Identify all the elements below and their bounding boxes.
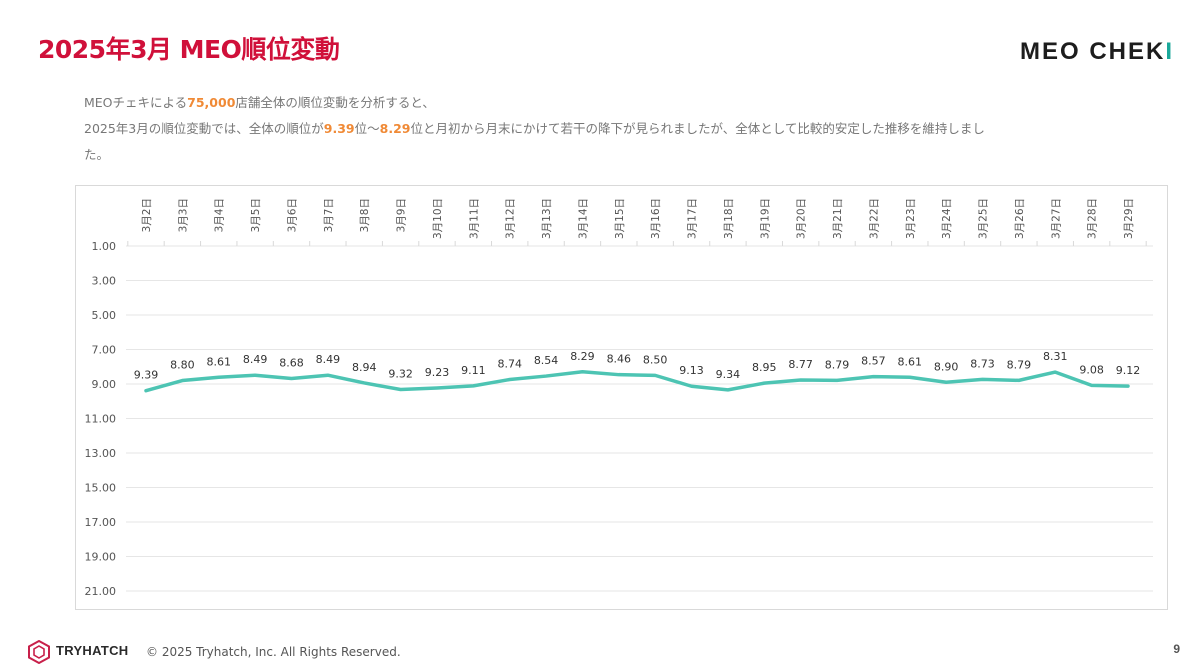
data-label: 9.12: [1116, 364, 1141, 377]
description-line-3: た。: [84, 147, 110, 162]
data-label: 8.79: [825, 358, 850, 371]
footer-copyright: © 2025 Tryhatch, Inc. All Rights Reserve…: [146, 645, 401, 659]
data-label: 8.29: [570, 350, 595, 363]
page-title: 2025年3月 MEO順位変動: [38, 35, 340, 64]
x-tick-label: 3月14日: [577, 198, 589, 239]
data-label: 8.77: [788, 358, 813, 371]
data-label: 8.95: [752, 361, 777, 374]
x-tick-label: 3月12日: [505, 198, 517, 239]
data-label: 8.46: [607, 353, 632, 366]
x-tick-label: 3月17日: [687, 198, 699, 239]
y-tick-label: 9.00: [92, 378, 117, 391]
x-tick-label: 3月4日: [214, 198, 226, 232]
desc-text: 位〜: [354, 121, 380, 136]
rank-start-highlight: 9.39: [323, 121, 355, 136]
x-tick-label: 3月25日: [978, 198, 990, 239]
rank-end-highlight: 8.29: [379, 121, 411, 136]
description-line-2: 2025年3月の順位変動では、全体の順位が9.39位〜8.29位と月初から月末に…: [84, 116, 1164, 142]
series-line: [144, 370, 1130, 393]
desc-text: 2025年3月の順位変動では、全体の順位が: [84, 121, 324, 136]
tryhatch-logo-icon: [28, 639, 50, 668]
data-label: 9.13: [679, 364, 704, 377]
x-tick-label: 3月16日: [650, 198, 662, 239]
x-tick-label: 3月8日: [359, 198, 371, 232]
y-tick-label: 5.00: [92, 309, 117, 322]
data-label: 8.49: [243, 353, 268, 366]
y-tick-label: 21.00: [85, 585, 117, 598]
data-label: 8.90: [934, 360, 959, 373]
x-tick-label: 3月18日: [723, 198, 735, 239]
y-tick-label: 11.00: [85, 413, 117, 426]
x-tick-label: 3月10日: [432, 198, 444, 239]
data-label: 8.49: [316, 353, 341, 366]
x-tick-label: 3月28日: [1087, 198, 1099, 239]
brand-logo: MEO CHEKI: [1020, 38, 1174, 66]
data-label: 8.73: [970, 357, 995, 370]
x-tick-label: 3月24日: [941, 198, 953, 239]
data-label: 9.11: [461, 364, 486, 377]
x-tick-label: 3月22日: [868, 198, 880, 239]
data-label: 9.39: [134, 369, 159, 382]
data-label: 8.94: [352, 361, 377, 374]
desc-text: 店舗全体の順位変動を分析すると、: [235, 95, 435, 110]
y-tick-label: 7.00: [92, 344, 117, 357]
description: MEOチェキによる75,000店舗全体の順位変動を分析すると、 2025年3月の…: [84, 90, 1164, 168]
y-tick-label: 1.00: [92, 240, 117, 253]
store-count-highlight: 75,000: [187, 95, 236, 110]
data-label: 8.31: [1043, 350, 1068, 363]
x-tick-label: 3月15日: [614, 198, 626, 239]
chart-svg: 1.00 3.00 5.00 7.00 9.00 11.00 13.00 15.00 17.00…: [85, 198, 1153, 598]
brand-logo-main: MEO CHEK: [1019, 38, 1166, 65]
brand-logo-accent: I: [1165, 38, 1174, 65]
x-tick-label: 3月2日: [141, 198, 153, 232]
x-tick-label: 3月11日: [468, 198, 480, 239]
data-label: 8.80: [170, 359, 195, 372]
data-label: 8.79: [1007, 358, 1032, 371]
x-tick-label: 3月13日: [541, 198, 553, 239]
data-label: 8.54: [534, 354, 559, 367]
x-tick-label: 3月3日: [177, 198, 189, 232]
footer-company: TRYHATCH: [56, 643, 129, 658]
data-label: 8.61: [206, 355, 231, 368]
x-tick-label: 3月23日: [905, 198, 917, 239]
data-label: 8.50: [643, 353, 668, 366]
x-tick-label: 3月19日: [759, 198, 771, 239]
data-label: 8.68: [279, 356, 304, 369]
page-number: 9: [1173, 642, 1180, 656]
x-tick-label: 3月5日: [250, 198, 262, 232]
x-tick-label: 3月29日: [1123, 198, 1135, 239]
y-tick-label: 15.00: [85, 482, 117, 495]
data-label: 9.23: [425, 366, 450, 379]
y-tick-label: 13.00: [85, 447, 117, 460]
x-tick-label: 3月9日: [396, 198, 408, 232]
description-line-1: MEOチェキによる75,000店舗全体の順位変動を分析すると、: [84, 90, 1164, 116]
desc-text: 位と月初から月末にかけて若干の降下が見られましたが、全体として比較的安定した推移…: [410, 121, 985, 136]
line-chart: 1.00 3.00 5.00 7.00 9.00 11.00 13.00 15.00 17.00…: [75, 185, 1168, 610]
x-tick-label: 3月6日: [286, 198, 298, 232]
x-tick-label: 3月20日: [796, 198, 808, 239]
data-label: 9.34: [716, 368, 741, 381]
data-label: 9.08: [1079, 363, 1104, 376]
x-tick-label: 3月7日: [323, 198, 335, 232]
data-label: 8.61: [898, 355, 923, 368]
x-tick-label: 3月26日: [1014, 198, 1026, 239]
y-tick-label: 17.00: [85, 516, 117, 529]
y-tick-label: 19.00: [85, 551, 117, 564]
y-tick-label: 3.00: [92, 275, 117, 288]
x-tick-label: 3月21日: [832, 198, 844, 239]
data-label: 8.74: [497, 358, 522, 371]
data-label: 9.32: [388, 368, 413, 381]
x-tick-label: 3月27日: [1050, 198, 1062, 239]
desc-text: MEOチェキによる: [84, 95, 188, 110]
data-label: 8.57: [861, 355, 886, 368]
